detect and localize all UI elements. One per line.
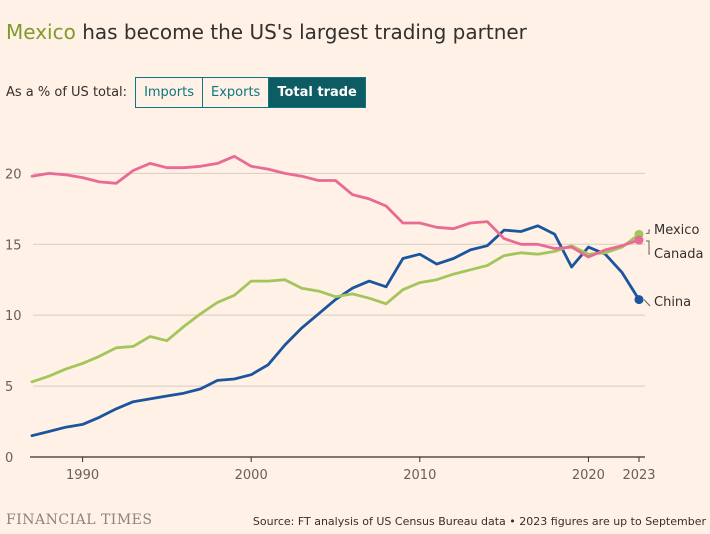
x-tick-label: 2020 (572, 468, 605, 483)
chart-title: Mexico has become the US's largest tradi… (6, 20, 527, 44)
y-tick-label: 0 (5, 451, 13, 466)
y-tick-label: 10 (5, 309, 22, 324)
series-label-china: China (654, 295, 691, 310)
view-controls: As a % of US total: Imports Exports Tota… (6, 77, 366, 108)
x-tick-label: 2023 (622, 468, 655, 483)
end-marker-china (634, 295, 644, 305)
y-tick-label: 15 (5, 238, 22, 253)
x-tick-label: 2000 (235, 468, 268, 483)
series-line-mexico (30, 232, 641, 384)
end-marker-canada (634, 235, 644, 245)
total-trade-button[interactable]: Total trade (269, 78, 365, 107)
view-toggle: Imports Exports Total trade (135, 77, 366, 108)
ft-logo: FINANCIAL TIMES (6, 512, 153, 528)
y-tick-label: 5 (5, 380, 13, 395)
leader-line-mexico (646, 229, 650, 234)
chart-title-rest: has become the US's largest trading part… (75, 20, 527, 44)
imports-button[interactable]: Imports (136, 78, 203, 107)
series-line-china (30, 224, 641, 438)
x-tick-label: 1990 (66, 468, 99, 483)
series-label-canada: Canada (654, 247, 703, 262)
chart-title-highlight: Mexico (6, 20, 76, 44)
controls-label: As a % of US total: (6, 85, 128, 100)
y-tick-label: 20 (5, 167, 22, 182)
series-line-canada (30, 154, 641, 259)
exports-button[interactable]: Exports (203, 78, 270, 107)
leader-line-canada (646, 240, 650, 255)
series-label-mexico: Mexico (654, 223, 699, 238)
x-tick-label: 2010 (403, 468, 436, 483)
leader-line-china (643, 299, 651, 307)
source-note: Source: FT analysis of US Census Bureau … (252, 515, 706, 528)
